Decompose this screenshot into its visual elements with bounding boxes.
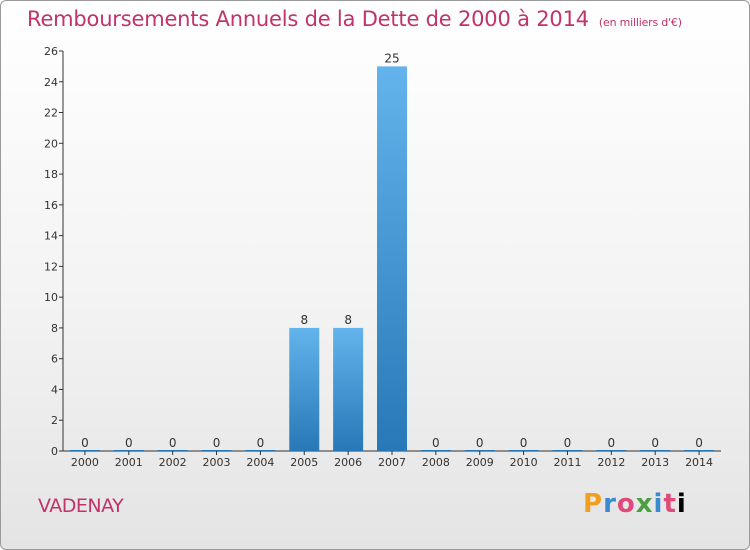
y-tick-label: 22 <box>44 107 58 120</box>
y-tick-label: 6 <box>51 353 58 366</box>
data-label: 0 <box>564 436 572 450</box>
proxiti-logo: Proxiti <box>583 489 687 519</box>
x-tick-label: 2012 <box>597 456 625 469</box>
data-label: 0 <box>257 436 265 450</box>
data-label: 0 <box>81 436 89 450</box>
x-tick-label: 2011 <box>553 456 581 469</box>
x-tick-label: 2009 <box>466 456 494 469</box>
y-tick-label: 14 <box>44 230 58 243</box>
data-label: 8 <box>300 313 308 327</box>
bar <box>289 327 320 451</box>
data-label: 25 <box>384 51 399 65</box>
y-tick-label: 8 <box>51 322 58 335</box>
data-label: 0 <box>169 436 177 450</box>
x-tick-label: 2006 <box>334 456 362 469</box>
logo-letter: o <box>616 489 636 519</box>
y-tick-label: 10 <box>44 291 58 304</box>
y-tick-label: 2 <box>51 414 58 427</box>
data-label: 0 <box>608 436 616 450</box>
data-label: 0 <box>651 436 659 450</box>
y-tick-label: 26 <box>44 45 58 58</box>
bar <box>377 66 407 451</box>
y-tick-label: 16 <box>44 199 58 212</box>
x-tick-label: 2002 <box>159 456 187 469</box>
logo-letter: i <box>676 489 687 519</box>
data-label: 0 <box>520 436 528 450</box>
logo-letter: t <box>663 489 677 519</box>
y-tick-label: 18 <box>44 168 58 181</box>
data-label: 0 <box>432 436 440 450</box>
y-tick-label: 12 <box>44 260 58 273</box>
x-tick-label: 2010 <box>510 456 538 469</box>
chart-title: Remboursements Annuels de la Dette de 20… <box>27 7 682 31</box>
x-tick-label: 2004 <box>246 456 274 469</box>
x-tick-label: 2001 <box>115 456 143 469</box>
logo-letter: i <box>653 489 664 519</box>
x-tick-label: 2000 <box>71 456 99 469</box>
logo-letter: x <box>635 489 654 519</box>
x-tick-label: 2003 <box>203 456 231 469</box>
x-tick-label: 2014 <box>685 456 713 469</box>
x-tick-label: 2008 <box>422 456 450 469</box>
logo-letter: r <box>603 489 617 519</box>
town-name: VADENAY <box>38 495 124 517</box>
data-label: 8 <box>344 313 352 327</box>
x-tick-label: 2007 <box>378 456 406 469</box>
chart-unit: (en milliers d'€) <box>598 16 682 29</box>
y-tick-label: 20 <box>44 137 58 150</box>
bar <box>333 327 364 451</box>
data-label: 0 <box>125 436 133 450</box>
data-label: 0 <box>476 436 484 450</box>
data-label: 0 <box>213 436 221 450</box>
x-tick-label: 2013 <box>641 456 669 469</box>
data-label: 0 <box>695 436 703 450</box>
x-tick-label: 2005 <box>290 456 318 469</box>
chart-title-text: Remboursements Annuels de la Dette de 20… <box>27 7 589 31</box>
logo-letter: P <box>583 489 604 519</box>
y-tick-label: 0 <box>51 445 58 458</box>
y-tick-label: 24 <box>44 76 58 89</box>
y-tick-label: 4 <box>51 383 58 396</box>
